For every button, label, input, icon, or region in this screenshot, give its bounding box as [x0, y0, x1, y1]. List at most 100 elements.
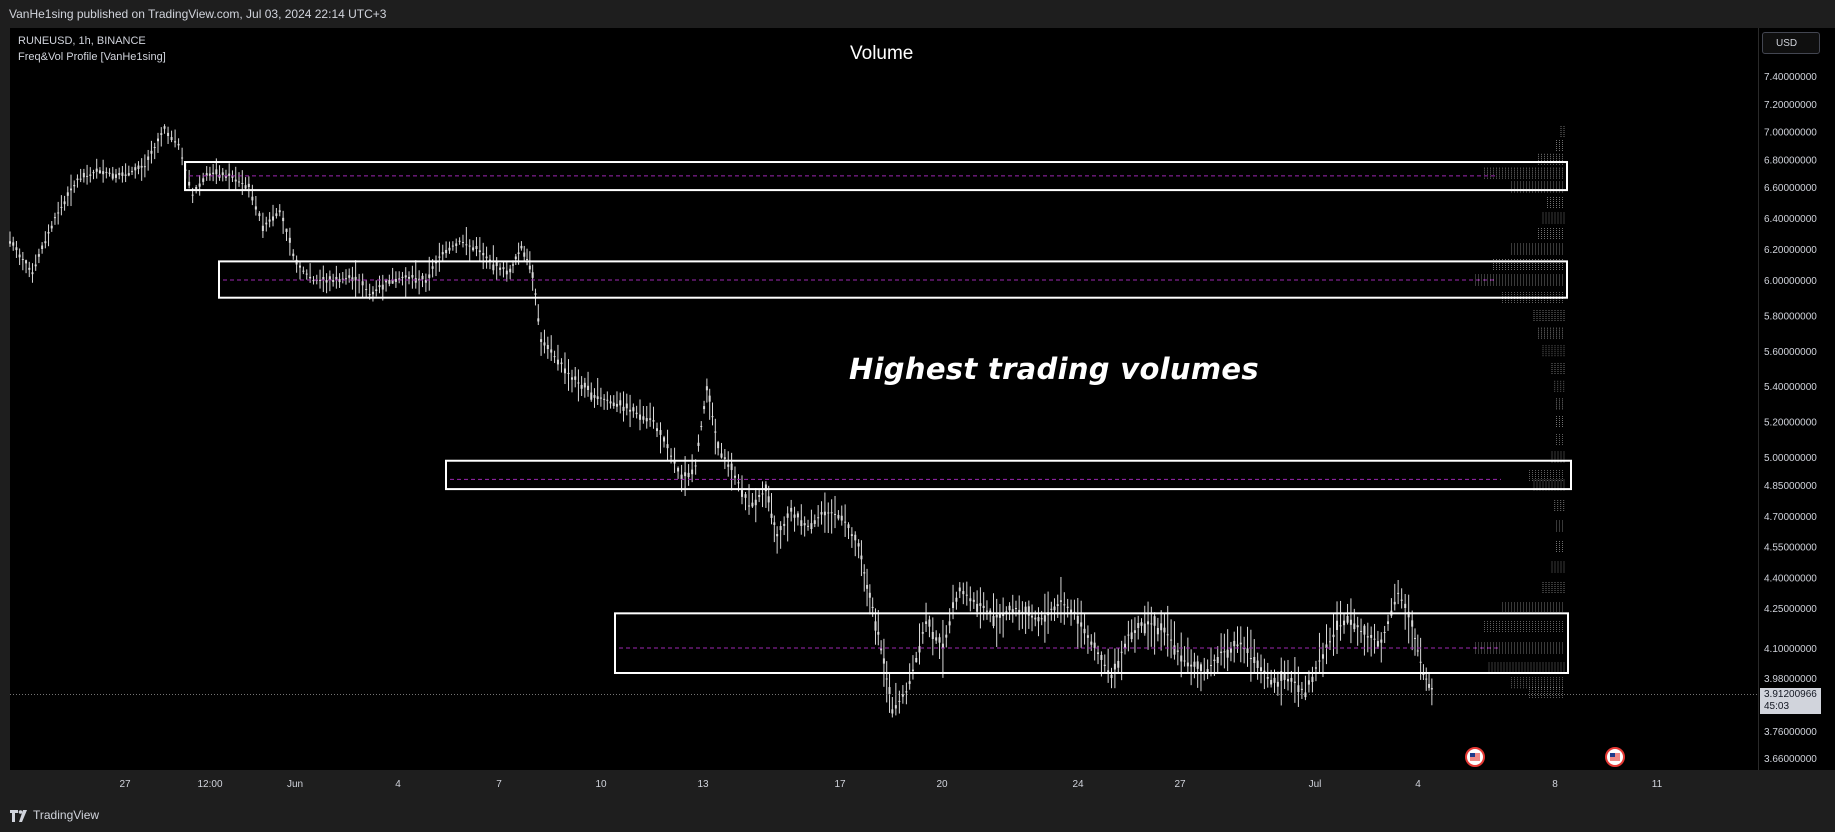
- candle-body: [1097, 652, 1100, 654]
- candle-body: [221, 172, 224, 176]
- candle-body: [888, 687, 891, 695]
- candle-body: [540, 339, 543, 342]
- candle-body: [717, 442, 720, 449]
- candle-body: [656, 428, 659, 432]
- indicator-legend[interactable]: Freq&Vol Profile [VanHe1sing]: [18, 51, 166, 63]
- candle-body: [764, 484, 767, 492]
- currency-button[interactable]: USD: [1762, 32, 1820, 54]
- candle-body: [783, 523, 786, 526]
- candle-body: [461, 241, 464, 243]
- candle-body: [1286, 678, 1289, 682]
- y-tick-label: 5.00000000: [1764, 453, 1817, 464]
- candle-body: [985, 610, 988, 612]
- candle-body: [153, 147, 156, 149]
- candle-body: [238, 181, 241, 183]
- candle-body: [1370, 635, 1373, 638]
- candle-body: [727, 464, 730, 467]
- candle-body: [948, 621, 951, 626]
- x-tick-label: 27: [119, 779, 131, 790]
- candle-body: [1160, 623, 1163, 631]
- candle-body: [1117, 661, 1120, 668]
- candle-body: [1011, 609, 1014, 614]
- footer-bar: [0, 802, 1835, 832]
- candle-body: [603, 398, 606, 400]
- candle-body: [1363, 625, 1366, 635]
- candle-body: [181, 157, 184, 159]
- candle-body: [823, 511, 826, 516]
- candle-body: [854, 534, 857, 541]
- candle-body: [528, 265, 531, 270]
- candle-body: [1243, 648, 1246, 650]
- candle-body: [720, 453, 723, 458]
- candle-body: [1190, 664, 1193, 667]
- candle-body: [341, 278, 344, 280]
- candle-body: [652, 420, 655, 422]
- candle-body: [475, 246, 478, 249]
- candle-body: [1080, 622, 1083, 627]
- candle-body: [499, 267, 502, 270]
- candle-body: [754, 499, 757, 506]
- candle-body: [251, 196, 254, 201]
- candle-body: [441, 252, 444, 255]
- brand-name[interactable]: TradingView: [33, 808, 100, 822]
- candle-body: [234, 179, 237, 182]
- candle-body: [338, 279, 341, 283]
- candle-body: [354, 276, 357, 281]
- candle-body: [89, 174, 92, 176]
- candle-body: [1093, 642, 1096, 648]
- candle-body: [691, 469, 694, 475]
- price-scale[interactable]: [1758, 28, 1835, 770]
- candle-body: [813, 520, 816, 524]
- candle-body: [1321, 654, 1324, 659]
- x-tick-label: 27: [1174, 779, 1186, 790]
- candle-body: [642, 416, 645, 420]
- candle-body: [1213, 659, 1216, 661]
- candle-body: [134, 167, 137, 171]
- candle-body: [1170, 639, 1173, 641]
- candle-body: [105, 171, 108, 173]
- y-tick-label: 6.20000000: [1764, 245, 1817, 256]
- candle-body: [1143, 623, 1146, 634]
- candle-body: [817, 517, 820, 519]
- candle-body: [319, 279, 322, 281]
- publish-bar: VanHe1sing published on TradingView.com,…: [0, 0, 1835, 28]
- candle-body: [1186, 662, 1189, 667]
- x-tick-label: Jul: [1309, 779, 1322, 790]
- symbol-legend[interactable]: RUNEUSD, 1h, BINANCE: [18, 35, 146, 47]
- candle-body: [840, 515, 843, 521]
- candle-body: [615, 403, 618, 407]
- candle-body: [408, 276, 411, 279]
- candle-body: [1314, 667, 1317, 669]
- candle-body: [700, 425, 703, 427]
- candle-body: [224, 175, 227, 178]
- candle-body: [737, 482, 740, 484]
- candle-body: [911, 669, 914, 671]
- candle-body: [111, 173, 114, 179]
- x-tick-label: 11: [1652, 779, 1663, 790]
- candle-body: [205, 173, 208, 176]
- candle-body: [1373, 638, 1376, 640]
- candle-body: [1349, 619, 1352, 625]
- candle-body: [212, 172, 215, 174]
- candle-body: [472, 247, 475, 251]
- candle-body: [1014, 608, 1017, 609]
- us-flag-canton: [1610, 753, 1615, 757]
- candle-body: [228, 173, 231, 176]
- candle-body: [163, 126, 166, 129]
- candle-body: [174, 141, 177, 143]
- tradingview-logo-icon[interactable]: [10, 810, 29, 822]
- candle-body: [1422, 673, 1425, 676]
- candle-body: [1059, 600, 1062, 602]
- candle-body: [587, 385, 590, 390]
- candle-body: [810, 523, 813, 529]
- candle-body: [635, 412, 638, 415]
- candle-body: [958, 587, 961, 592]
- candle-body: [502, 267, 505, 270]
- candle-body: [965, 594, 968, 596]
- candle-body: [1066, 606, 1069, 608]
- candle-body: [1297, 685, 1300, 693]
- candle-body: [945, 634, 948, 638]
- candle-body: [208, 173, 211, 176]
- candle-body: [1425, 678, 1428, 680]
